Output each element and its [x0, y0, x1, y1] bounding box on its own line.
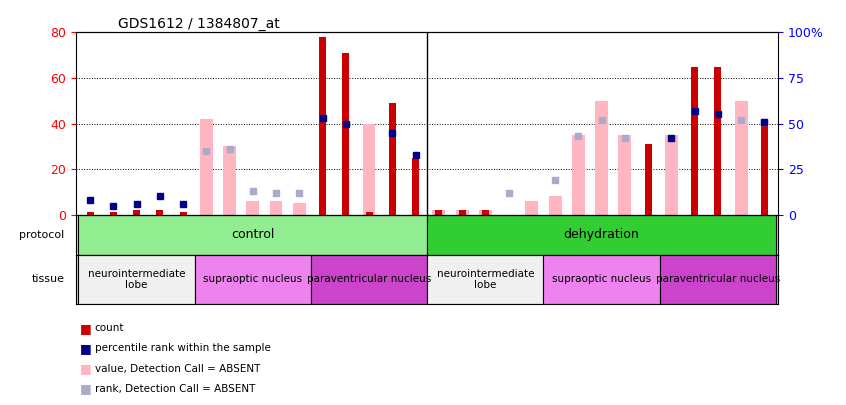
Bar	[365, 212, 372, 215]
Text: protocol: protocol	[19, 230, 64, 240]
Bar	[482, 210, 489, 215]
Bar	[293, 203, 305, 215]
Bar	[412, 158, 419, 215]
Bar	[79, 215, 427, 255]
Bar	[734, 101, 748, 215]
Text: control: control	[231, 228, 275, 241]
Bar	[343, 53, 349, 215]
Bar	[223, 146, 236, 215]
Text: ■: ■	[80, 322, 92, 335]
Bar	[596, 101, 608, 215]
Text: paraventricular nucleus: paraventricular nucleus	[656, 275, 780, 284]
Text: count: count	[95, 323, 124, 333]
Bar	[157, 210, 163, 215]
Bar	[363, 124, 376, 215]
Bar	[456, 210, 469, 215]
Bar	[665, 135, 678, 215]
Text: value, Detection Call = ABSENT: value, Detection Call = ABSENT	[95, 364, 260, 373]
Bar	[543, 255, 660, 304]
Bar	[246, 201, 259, 215]
Text: GDS1612 / 1384807_at: GDS1612 / 1384807_at	[118, 17, 280, 31]
Bar	[691, 66, 698, 215]
Text: neurointermediate
lobe: neurointermediate lobe	[437, 269, 534, 290]
Bar	[319, 37, 326, 215]
Bar	[525, 201, 538, 215]
Bar	[79, 255, 195, 304]
Bar	[618, 135, 631, 215]
Text: paraventricular nucleus: paraventricular nucleus	[307, 275, 431, 284]
Bar	[714, 66, 722, 215]
Text: rank, Detection Call = ABSENT: rank, Detection Call = ABSENT	[95, 384, 255, 394]
Bar	[311, 255, 427, 304]
Bar	[110, 212, 117, 215]
Text: supraoptic nucleus: supraoptic nucleus	[203, 275, 302, 284]
Bar	[479, 210, 492, 215]
Bar	[459, 210, 465, 215]
Text: tissue: tissue	[31, 275, 64, 284]
Text: ■: ■	[80, 382, 92, 395]
Bar	[761, 124, 768, 215]
Bar	[133, 210, 140, 215]
Text: supraoptic nucleus: supraoptic nucleus	[552, 275, 651, 284]
Bar	[427, 215, 776, 255]
Bar	[200, 119, 212, 215]
Bar	[389, 103, 396, 215]
Bar	[572, 135, 585, 215]
Bar	[436, 210, 442, 215]
Bar	[427, 255, 543, 304]
Bar	[270, 201, 283, 215]
Text: ■: ■	[80, 362, 92, 375]
Bar	[660, 255, 776, 304]
Bar	[179, 212, 187, 215]
Bar	[645, 144, 651, 215]
Text: dehydration: dehydration	[563, 228, 640, 241]
Text: percentile rank within the sample: percentile rank within the sample	[95, 343, 271, 353]
Bar	[432, 210, 445, 215]
Text: ■: ■	[80, 342, 92, 355]
Bar	[549, 196, 562, 215]
Bar	[195, 255, 311, 304]
Text: neurointermediate
lobe: neurointermediate lobe	[88, 269, 185, 290]
Bar	[86, 212, 94, 215]
